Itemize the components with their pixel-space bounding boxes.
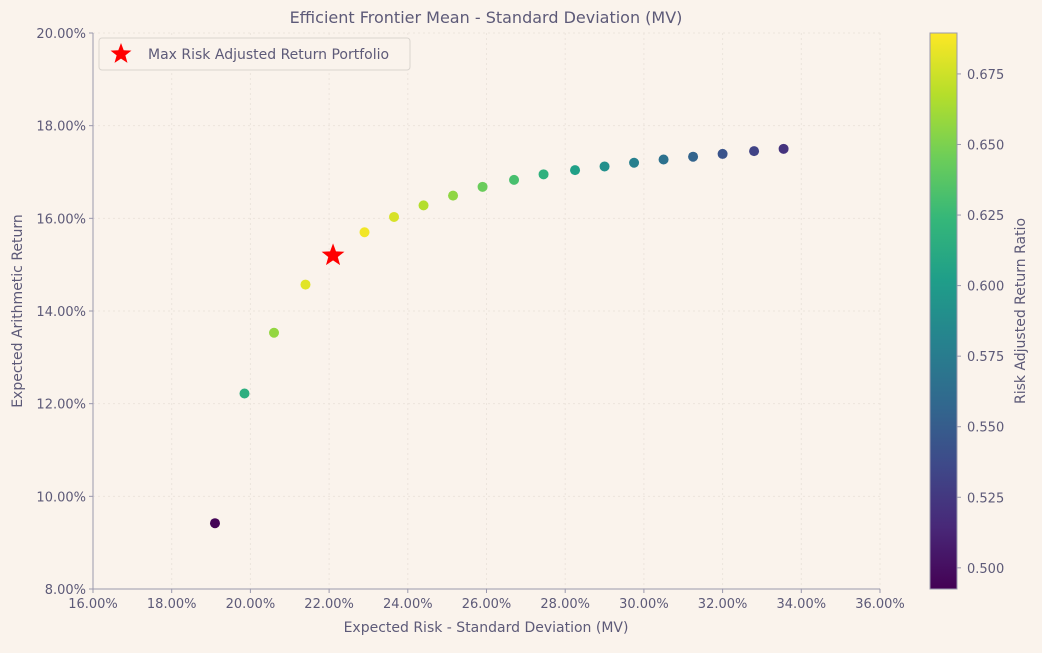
legend: Max Risk Adjusted Return Portfolio bbox=[98, 37, 411, 71]
x-tick-label: 30.00% bbox=[619, 597, 669, 612]
grid-lines bbox=[92, 32, 881, 590]
x-axis-label: Expected Risk - Standard Deviation (MV) bbox=[344, 620, 629, 636]
frontier-point bbox=[359, 227, 370, 238]
scatter-points bbox=[209, 143, 789, 529]
colorbar-tick-label: 0.575 bbox=[967, 350, 1004, 365]
y-tick-label: 16.00% bbox=[36, 212, 86, 227]
colorbar-label: Risk Adjusted Return Ratio bbox=[1013, 218, 1029, 404]
legend-star-icon bbox=[110, 43, 132, 63]
x-tick-label: 16.00% bbox=[68, 597, 118, 612]
x-tick-label: 26.00% bbox=[462, 597, 512, 612]
colorbar-tick-label: 0.525 bbox=[967, 491, 1004, 506]
y-tick-label: 18.00% bbox=[36, 120, 86, 135]
frontier-point bbox=[717, 148, 728, 159]
y-axis-ticks: 8.00% 10.00% 12.00% 14.00% 16.00% 18.00% 20.00… bbox=[36, 27, 93, 598]
frontier-point bbox=[599, 161, 610, 172]
y-axis-label: Expected Arithmetic Return bbox=[10, 214, 26, 408]
x-tick-label: 36.00% bbox=[855, 597, 905, 612]
frontier-point bbox=[269, 327, 280, 338]
x-tick-label: 20.00% bbox=[226, 597, 276, 612]
y-tick-label: 8.00% bbox=[45, 583, 86, 598]
frontier-point bbox=[300, 279, 311, 290]
colorbar-tick-label: 0.675 bbox=[967, 68, 1004, 83]
frontier-point bbox=[509, 174, 520, 185]
max-ratio-star-marker bbox=[321, 243, 345, 266]
frontier-point bbox=[688, 151, 699, 162]
colorbar-tick-label: 0.625 bbox=[967, 209, 1004, 224]
y-tick-label: 10.00% bbox=[36, 490, 86, 505]
x-tick-label: 28.00% bbox=[540, 597, 590, 612]
frontier-point bbox=[778, 143, 789, 154]
x-tick-label: 22.00% bbox=[304, 597, 354, 612]
frontier-point bbox=[749, 146, 760, 157]
frontier-point bbox=[209, 518, 220, 529]
y-tick-label: 12.00% bbox=[36, 398, 86, 413]
frontier-point bbox=[629, 157, 640, 168]
x-tick-label: 32.00% bbox=[698, 597, 748, 612]
frontier-point bbox=[389, 211, 400, 222]
chart-title: Efficient Frontier Mean - Standard Devia… bbox=[290, 8, 683, 27]
frontier-point bbox=[538, 169, 549, 180]
legend-box bbox=[98, 37, 411, 71]
plot-area bbox=[93, 33, 880, 589]
colorbar-ticks: 0.500 0.525 0.550 0.575 0.600 0.625 0.650 0.675 bbox=[957, 68, 1004, 577]
colorbar-tick-label: 0.650 bbox=[967, 138, 1004, 153]
frontier-point bbox=[239, 388, 250, 399]
colorbar-gradient bbox=[929, 32, 958, 590]
x-tick-label: 24.00% bbox=[383, 597, 433, 612]
x-tick-label: 34.00% bbox=[777, 597, 827, 612]
frontier-point bbox=[570, 165, 581, 176]
x-tick-label: 18.00% bbox=[147, 597, 197, 612]
frontier-point bbox=[658, 154, 669, 165]
frontier-point bbox=[448, 190, 459, 201]
highlight-layer bbox=[321, 243, 345, 266]
x-axis-ticks: 16.00% 18.00% 20.00% 22.00% 24.00% 26.00% 28.0… bbox=[68, 589, 905, 612]
legend-label: Max Risk Adjusted Return Portfolio bbox=[148, 47, 389, 63]
colorbar-tick-label: 0.500 bbox=[967, 562, 1004, 577]
frontier-point bbox=[418, 200, 429, 211]
colorbar-tick-label: 0.600 bbox=[967, 280, 1004, 295]
colorbar: 0.500 0.525 0.550 0.575 0.600 0.625 0.650 0.675… bbox=[929, 32, 1029, 590]
colorbar-tick-label: 0.550 bbox=[967, 421, 1004, 436]
y-tick-label: 20.00% bbox=[36, 27, 86, 42]
y-tick-label: 14.00% bbox=[36, 305, 86, 320]
frontier-point bbox=[477, 181, 488, 192]
